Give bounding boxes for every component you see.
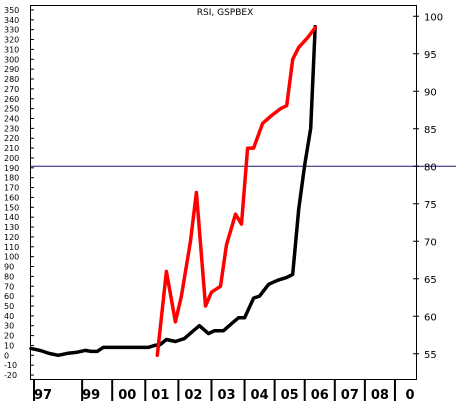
black-series-line: [29, 24, 317, 358]
x-tick-label: 08: [371, 388, 389, 403]
left-tick-label: 220: [4, 134, 19, 143]
left-tick-label: 10: [4, 341, 14, 350]
x-tick-label: 0: [405, 388, 414, 403]
left-tick-label: 280: [4, 75, 19, 84]
left-tick-label: 230: [4, 124, 19, 133]
left-tick-label: 190: [4, 164, 19, 173]
x-tick-label: 07: [341, 388, 359, 403]
left-tick-label: 160: [4, 193, 19, 202]
left-tick-label: 290: [4, 65, 19, 74]
x-tick-label: 06: [311, 388, 329, 403]
right-tick-label: 65: [424, 275, 437, 286]
left-tick-label: 40: [4, 312, 14, 321]
right-tick-label: 85: [424, 125, 437, 136]
x-tick-label: 97: [34, 388, 52, 403]
left-tick-label: 340: [4, 16, 19, 25]
right-tick-label: 90: [424, 87, 437, 98]
left-tick-label: 20: [4, 332, 14, 341]
left-tick-label: 110: [4, 243, 19, 252]
left-tick-label: 210: [4, 144, 19, 153]
left-tick-label: 0: [4, 351, 9, 360]
chart-title: RSI, GSPBEX: [197, 8, 253, 18]
right-tick-label: 70: [424, 237, 437, 248]
right-tick-label: 55: [424, 350, 437, 361]
left-tick-label: 300: [4, 55, 19, 64]
left-tick-label: 60: [4, 292, 14, 301]
right-tick-label: 80: [424, 162, 437, 173]
left-tick-label: 30: [4, 322, 14, 331]
left-tick-label: 120: [4, 233, 19, 242]
right-tick-label: 95: [424, 50, 437, 61]
right-tick-label: 60: [424, 312, 437, 323]
right-tick-label: 75: [424, 200, 437, 211]
left-tick-label: 130: [4, 223, 19, 232]
left-tick-label: -20: [4, 371, 17, 380]
x-tick-label: 03: [217, 388, 235, 403]
left-tick-label: 170: [4, 184, 19, 193]
red-series-line: [155, 25, 317, 358]
left-tick-label: 310: [4, 45, 19, 54]
x-tick-label: 05: [281, 388, 299, 403]
left-tick-label: 200: [4, 154, 19, 163]
left-tick-label: 100: [4, 253, 19, 262]
left-tick-label: 90: [4, 263, 14, 272]
left-tick-label: 50: [4, 302, 14, 311]
left-tick-label: 240: [4, 114, 19, 123]
x-tick-label: 04: [251, 388, 269, 403]
right-tick-label: 100: [424, 12, 443, 23]
left-tick-label: 70: [4, 282, 14, 291]
left-tick-label: 330: [4, 26, 19, 35]
left-tick-label: 350: [4, 6, 19, 15]
left-tick-label: 80: [4, 272, 14, 281]
x-tick-label: 99: [82, 388, 100, 403]
left-tick-label: -10: [4, 361, 17, 370]
left-tick-label: 140: [4, 213, 19, 222]
plot-frame: [30, 5, 417, 380]
x-tick-label: 02: [184, 388, 202, 403]
left-tick-label: 320: [4, 36, 19, 45]
left-tick-label: 180: [4, 174, 19, 183]
x-tick-label: 00: [118, 388, 136, 403]
left-tick-label: 250: [4, 105, 19, 114]
left-tick-label: 270: [4, 85, 19, 94]
left-tick-label: 260: [4, 95, 19, 104]
left-tick-label: 150: [4, 203, 19, 212]
x-tick-label: 01: [151, 388, 169, 403]
